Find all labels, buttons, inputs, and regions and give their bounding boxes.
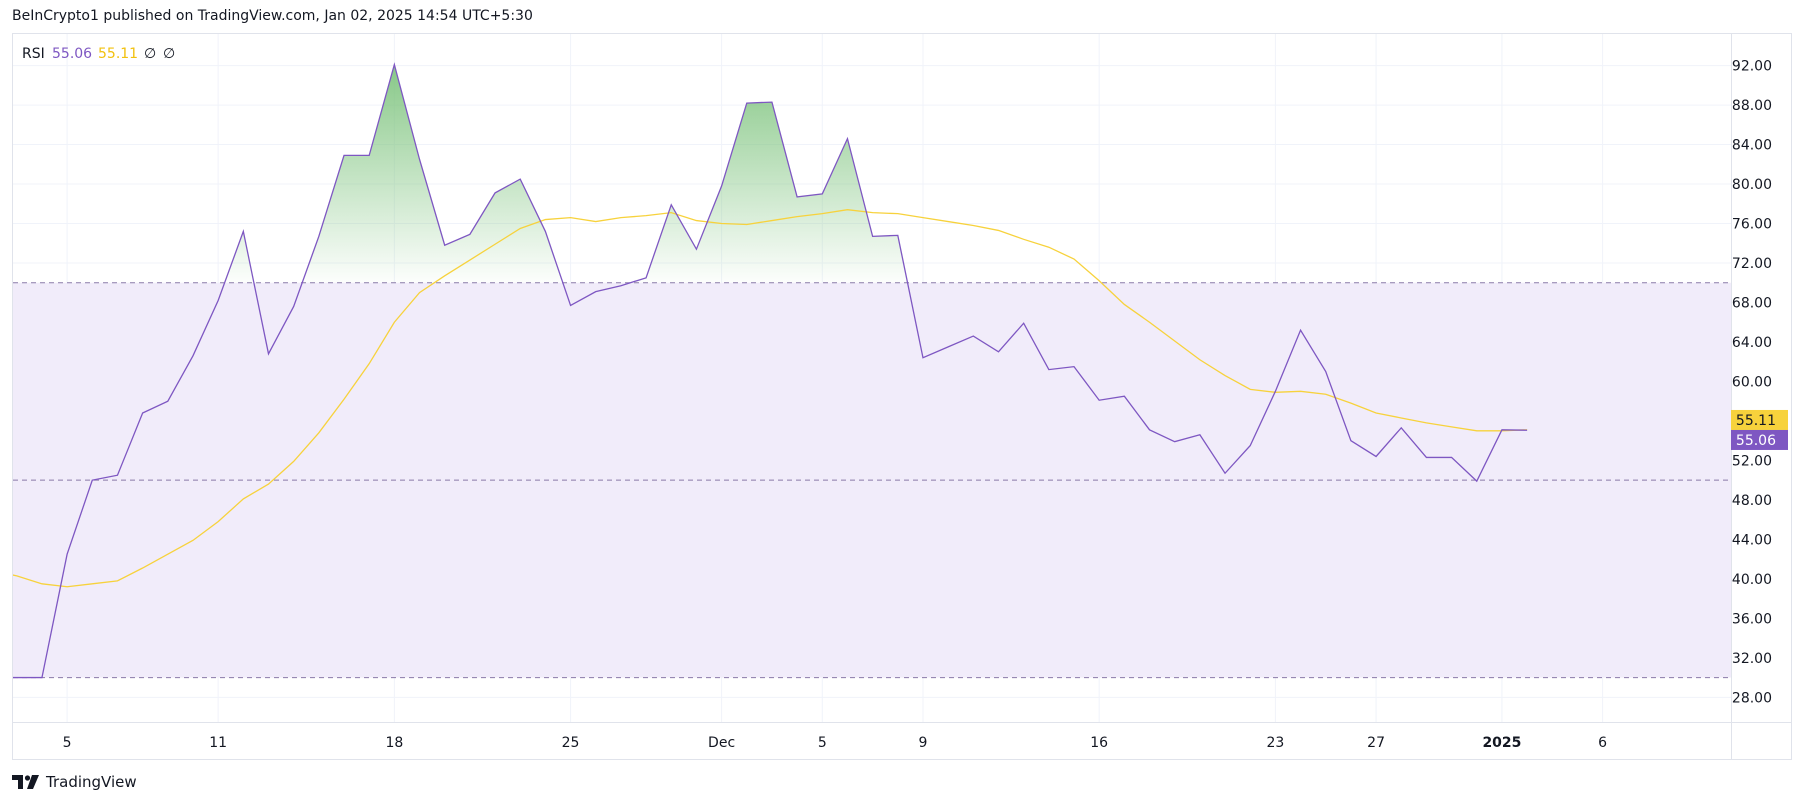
- x-tick-label: 11: [209, 735, 227, 751]
- tradingview-logo-icon: [12, 775, 39, 789]
- x-tick-label: 2025: [1482, 735, 1521, 751]
- rsi-ma-line: [13, 209, 1528, 588]
- y-tick-label: 80.00: [1732, 177, 1772, 193]
- ma-badge-text: 55.11: [1736, 413, 1776, 429]
- x-tick-label: Dec: [708, 735, 735, 751]
- y-tick-label: 36.00: [1732, 611, 1772, 627]
- legend-rsi-value: 55.06: [52, 46, 92, 62]
- y-tick-label: 52.00: [1732, 453, 1772, 469]
- rsi-badge-text: 55.06: [1736, 433, 1776, 449]
- x-tick-label: 18: [385, 735, 403, 751]
- publisher-line: BeInCrypto1 published on TradingView.com…: [12, 8, 533, 24]
- rsi-line: [13, 62, 1528, 679]
- x-tick-label: 5: [818, 735, 827, 751]
- footer-brand: TradingView: [46, 773, 137, 791]
- y-tick-label: 84.00: [1732, 138, 1772, 154]
- last-value-badges: 55.11 55.06: [1731, 409, 1788, 450]
- ma-value-badge: [1731, 409, 1788, 430]
- y-tick-label: 68.00: [1732, 295, 1772, 311]
- series-lines: [13, 62, 1528, 679]
- y-tick-label: 88.00: [1732, 98, 1772, 114]
- y-tick-label: 60.00: [1732, 374, 1772, 390]
- rsi-bands: [13, 282, 1731, 679]
- y-tick-label: 40.00: [1732, 572, 1772, 588]
- legend-extra-1: ∅: [144, 46, 156, 62]
- legend-extra-2: ∅: [163, 46, 175, 62]
- x-tick-label: 23: [1266, 735, 1284, 751]
- y-tick-label: 64.00: [1732, 335, 1772, 351]
- x-tick-label: 16: [1090, 735, 1108, 751]
- y-tick-label: 76.00: [1732, 217, 1772, 233]
- x-tick-label: 9: [919, 735, 928, 751]
- y-tick-label: 28.00: [1732, 690, 1772, 706]
- y-tick-label: 92.00: [1732, 59, 1772, 75]
- y-tick-label: 48.00: [1732, 493, 1772, 509]
- x-tick-label: 27: [1367, 735, 1385, 751]
- legend-ma-value: 55.11: [98, 46, 138, 62]
- y-tick-label: 44.00: [1732, 532, 1772, 548]
- overbought-fills: [13, 64, 1528, 283]
- legend-indicator-name: RSI: [22, 46, 45, 62]
- x-tick-label: 25: [562, 735, 580, 751]
- x-tick-label: 6: [1598, 735, 1607, 751]
- y-tick-label: 72.00: [1732, 256, 1772, 272]
- x-axis-ticks: 5 11 18 25 Dec 5 9 16 23 27 2025 6: [63, 735, 1608, 751]
- y-tick-label: 32.00: [1732, 651, 1772, 667]
- chart-frame: [12, 33, 1792, 760]
- footer-logo[interactable]: TradingView: [12, 772, 137, 792]
- chart-legend: RSI 55.06 55.11 ∅ ∅: [22, 46, 175, 62]
- rsi-value-badge: [1731, 429, 1788, 450]
- y-axis-ticks: 92.00 88.00 84.00 80.00 76.00 72.00 68.00 64.00…: [1732, 59, 1772, 707]
- overbought-fill: [13, 64, 1528, 283]
- x-tick-label: 5: [63, 735, 72, 751]
